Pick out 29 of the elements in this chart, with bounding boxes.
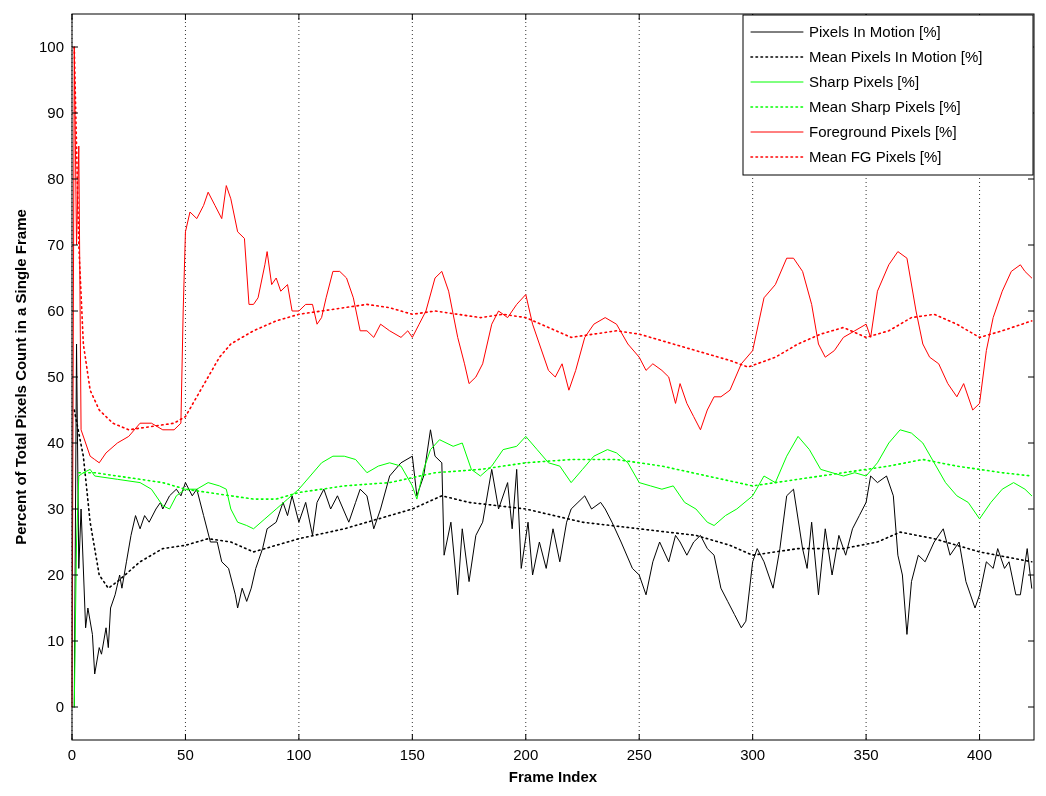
x-tick-label: 200 xyxy=(513,746,539,763)
y-tick-label: 100 xyxy=(38,38,64,56)
legend-label: Sharp Pixels [%] xyxy=(809,73,920,91)
x-tick-label: 100 xyxy=(286,746,312,763)
y-tick-label: 30 xyxy=(47,500,64,518)
legend-label: Foreground Pixels [%] xyxy=(809,123,957,141)
y-axis-title: Percent of Total Pixels Count in a Single Frame xyxy=(12,209,29,545)
x-tick-label: 50 xyxy=(177,746,194,763)
x-tick-label: 250 xyxy=(626,746,652,763)
y-tick-label: 80 xyxy=(47,170,64,188)
x-tick-label: 0 xyxy=(67,746,77,763)
y-tick-label: 40 xyxy=(47,434,64,452)
x-tick-label: 400 xyxy=(967,746,993,763)
y-tick-label: 50 xyxy=(47,368,64,386)
x-tick-label: 300 xyxy=(740,746,766,763)
y-tick-label: 70 xyxy=(47,236,64,254)
legend-label: Pixels In Motion [%] xyxy=(809,23,941,41)
x-tick-label: 150 xyxy=(399,746,425,763)
y-tick-label: 10 xyxy=(47,632,64,650)
legend-label: Mean Sharp Pixels [%] xyxy=(809,98,961,116)
x-axis-title: Frame Index xyxy=(508,768,598,785)
x-tick-label: 350 xyxy=(853,746,879,763)
y-tick-label: 90 xyxy=(47,104,64,122)
y-tick-label: 20 xyxy=(47,566,64,584)
y-tick-label: 0 xyxy=(55,698,64,716)
legend-label: Mean Pixels In Motion [%] xyxy=(809,48,983,66)
y-tick-label: 60 xyxy=(47,302,64,320)
line-series xyxy=(73,429,1033,708)
legend-label: Mean FG Pixels [%] xyxy=(809,148,942,166)
